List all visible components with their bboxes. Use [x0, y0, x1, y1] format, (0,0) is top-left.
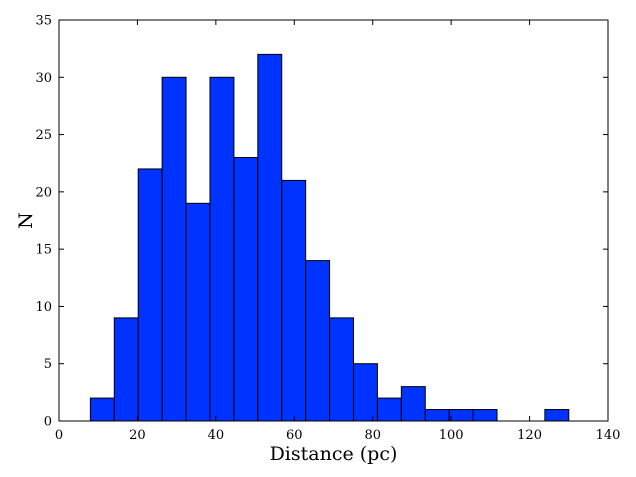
plot-frame — [58, 19, 609, 422]
x-axis-ticks: 0 20 40 60 80 100 120 140 — [55, 20, 621, 443]
x-tick-label: 20 — [129, 428, 146, 443]
histogram-bar-0 — [89, 397, 115, 422]
histogram-bar-15 — [448, 409, 474, 422]
histogram-bar-16 — [472, 409, 498, 422]
y-tick-label: 35 — [35, 14, 52, 29]
histogram-bar-14 — [424, 409, 450, 422]
histogram-bar-10 — [329, 317, 354, 422]
histogram-bar-7 — [257, 53, 283, 422]
histogram-bar-19 — [544, 409, 570, 422]
x-tick-label: 40 — [208, 428, 225, 443]
y-axis-label: N — [15, 212, 37, 229]
y-tick-label: 5 — [44, 357, 52, 372]
y-tick-label: 20 — [35, 185, 52, 200]
histogram-bar-5 — [209, 76, 235, 422]
y-tick-label: 25 — [35, 128, 52, 143]
histogram-bar-2 — [137, 168, 163, 422]
x-tick-label: 140 — [596, 428, 621, 443]
histogram-bar-6 — [233, 156, 259, 422]
histogram-bar-13 — [400, 386, 426, 422]
histogram-bar-1 — [113, 317, 139, 422]
histogram-bar-12 — [376, 397, 402, 422]
x-axis-label: Distance (pc) — [270, 443, 398, 465]
x-tick-label: 100 — [439, 428, 464, 443]
histogram-bar-11 — [352, 363, 378, 422]
y-tick-label: 0 — [44, 415, 52, 430]
x-tick-label: 0 — [55, 428, 63, 443]
x-tick-label: 60 — [286, 428, 303, 443]
histogram-bar-8 — [281, 179, 307, 422]
y-tick-label: 30 — [35, 71, 52, 86]
y-axis-ticks: 0 5 10 15 20 25 30 35 — [35, 14, 608, 430]
y-tick-label: 10 — [35, 300, 52, 315]
bars-group — [89, 53, 570, 422]
x-tick-label: 80 — [364, 428, 381, 443]
histogram-bar-3 — [161, 76, 187, 422]
histogram-bar-4 — [185, 202, 211, 422]
x-tick-label: 120 — [517, 428, 542, 443]
histogram-bar-9 — [305, 260, 331, 422]
y-tick-label: 15 — [35, 243, 52, 258]
